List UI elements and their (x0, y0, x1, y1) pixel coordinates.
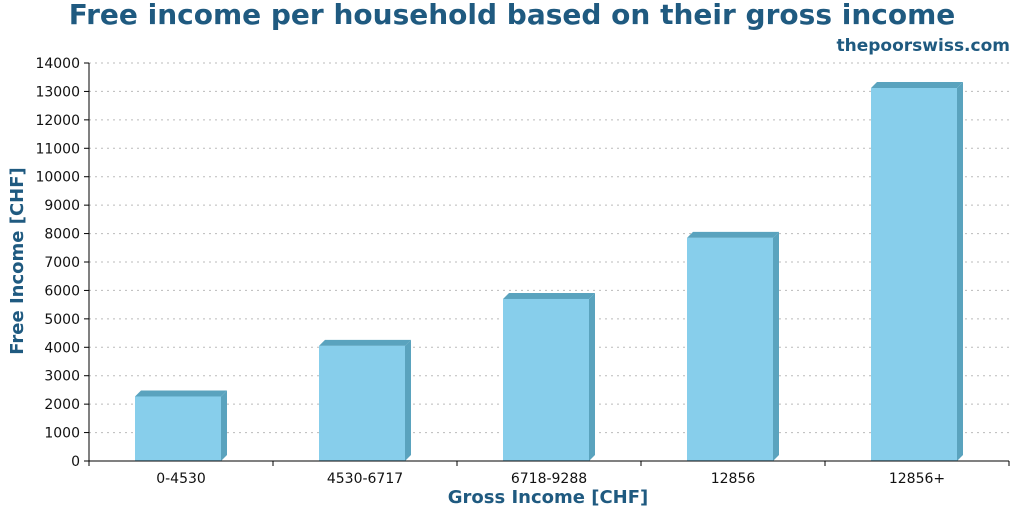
y-tick-label: 11000 (35, 141, 80, 157)
bar-front (687, 237, 773, 461)
y-tick-label: 4000 (44, 340, 80, 356)
bar-front (871, 88, 957, 461)
bar-side (405, 339, 411, 461)
y-tick-label: 7000 (44, 255, 80, 271)
bar-side (221, 390, 227, 461)
y-tick-label: 2000 (44, 397, 80, 413)
bar (871, 82, 963, 461)
bar (319, 339, 411, 461)
y-tick-label: 12000 (35, 113, 80, 129)
bar-front (319, 345, 405, 461)
x-tick-label: 0-4530 (156, 471, 206, 487)
y-axis-label: Free Income [CHF] (7, 167, 28, 355)
x-tick-label: 12856+ (889, 471, 945, 487)
chart-title: Free income per household based on their… (68, 0, 956, 31)
bar (135, 390, 227, 461)
y-tick-label: 14000 (35, 56, 80, 72)
bar-front (135, 396, 221, 461)
y-tick-label: 3000 (44, 369, 80, 385)
chart-source: thepoorswiss.com (836, 36, 1011, 56)
bar (687, 231, 779, 461)
bar-top (135, 390, 227, 397)
bar (503, 292, 595, 461)
x-tick-label: 4530-6717 (327, 471, 403, 487)
y-tick-label: 10000 (35, 170, 80, 186)
y-tick-label: 0 (71, 454, 80, 470)
bar-side (589, 292, 595, 461)
x-axis-label: Gross Income [CHF] (448, 487, 649, 508)
y-tick-label: 6000 (44, 283, 80, 299)
tick-labels: 0 1000 2000 3000 4000 5000 6000 7000 8000 9000 100… (35, 56, 945, 487)
y-tick-label: 8000 (44, 227, 80, 243)
bar-side (773, 231, 779, 461)
y-tick-label: 9000 (44, 198, 80, 214)
x-tick-label: 12856 (711, 471, 756, 487)
bar-side (957, 82, 963, 461)
bar-front (503, 298, 589, 461)
bar-top (503, 292, 595, 299)
x-tick-label: 6718-9288 (511, 471, 587, 487)
bars (135, 82, 963, 461)
axes (84, 62, 1010, 466)
y-tick-label: 13000 (35, 84, 80, 100)
y-tick-label: 1000 (44, 426, 80, 442)
bar-top (687, 231, 779, 238)
bar-top (319, 339, 411, 346)
bar-top (871, 82, 963, 89)
y-tick-label: 5000 (44, 312, 80, 328)
